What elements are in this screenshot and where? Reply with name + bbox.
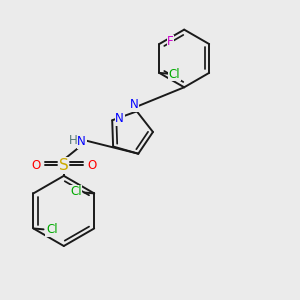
- Text: O: O: [87, 159, 97, 172]
- Text: Cl: Cl: [46, 224, 58, 236]
- Text: F: F: [167, 35, 174, 48]
- Text: N: N: [115, 112, 124, 125]
- Text: Cl: Cl: [169, 68, 181, 81]
- Text: S: S: [59, 158, 69, 173]
- Text: N: N: [77, 135, 86, 148]
- Text: Cl: Cl: [70, 185, 82, 198]
- Text: H: H: [69, 134, 78, 147]
- Text: N: N: [130, 98, 139, 111]
- Text: O: O: [31, 159, 40, 172]
